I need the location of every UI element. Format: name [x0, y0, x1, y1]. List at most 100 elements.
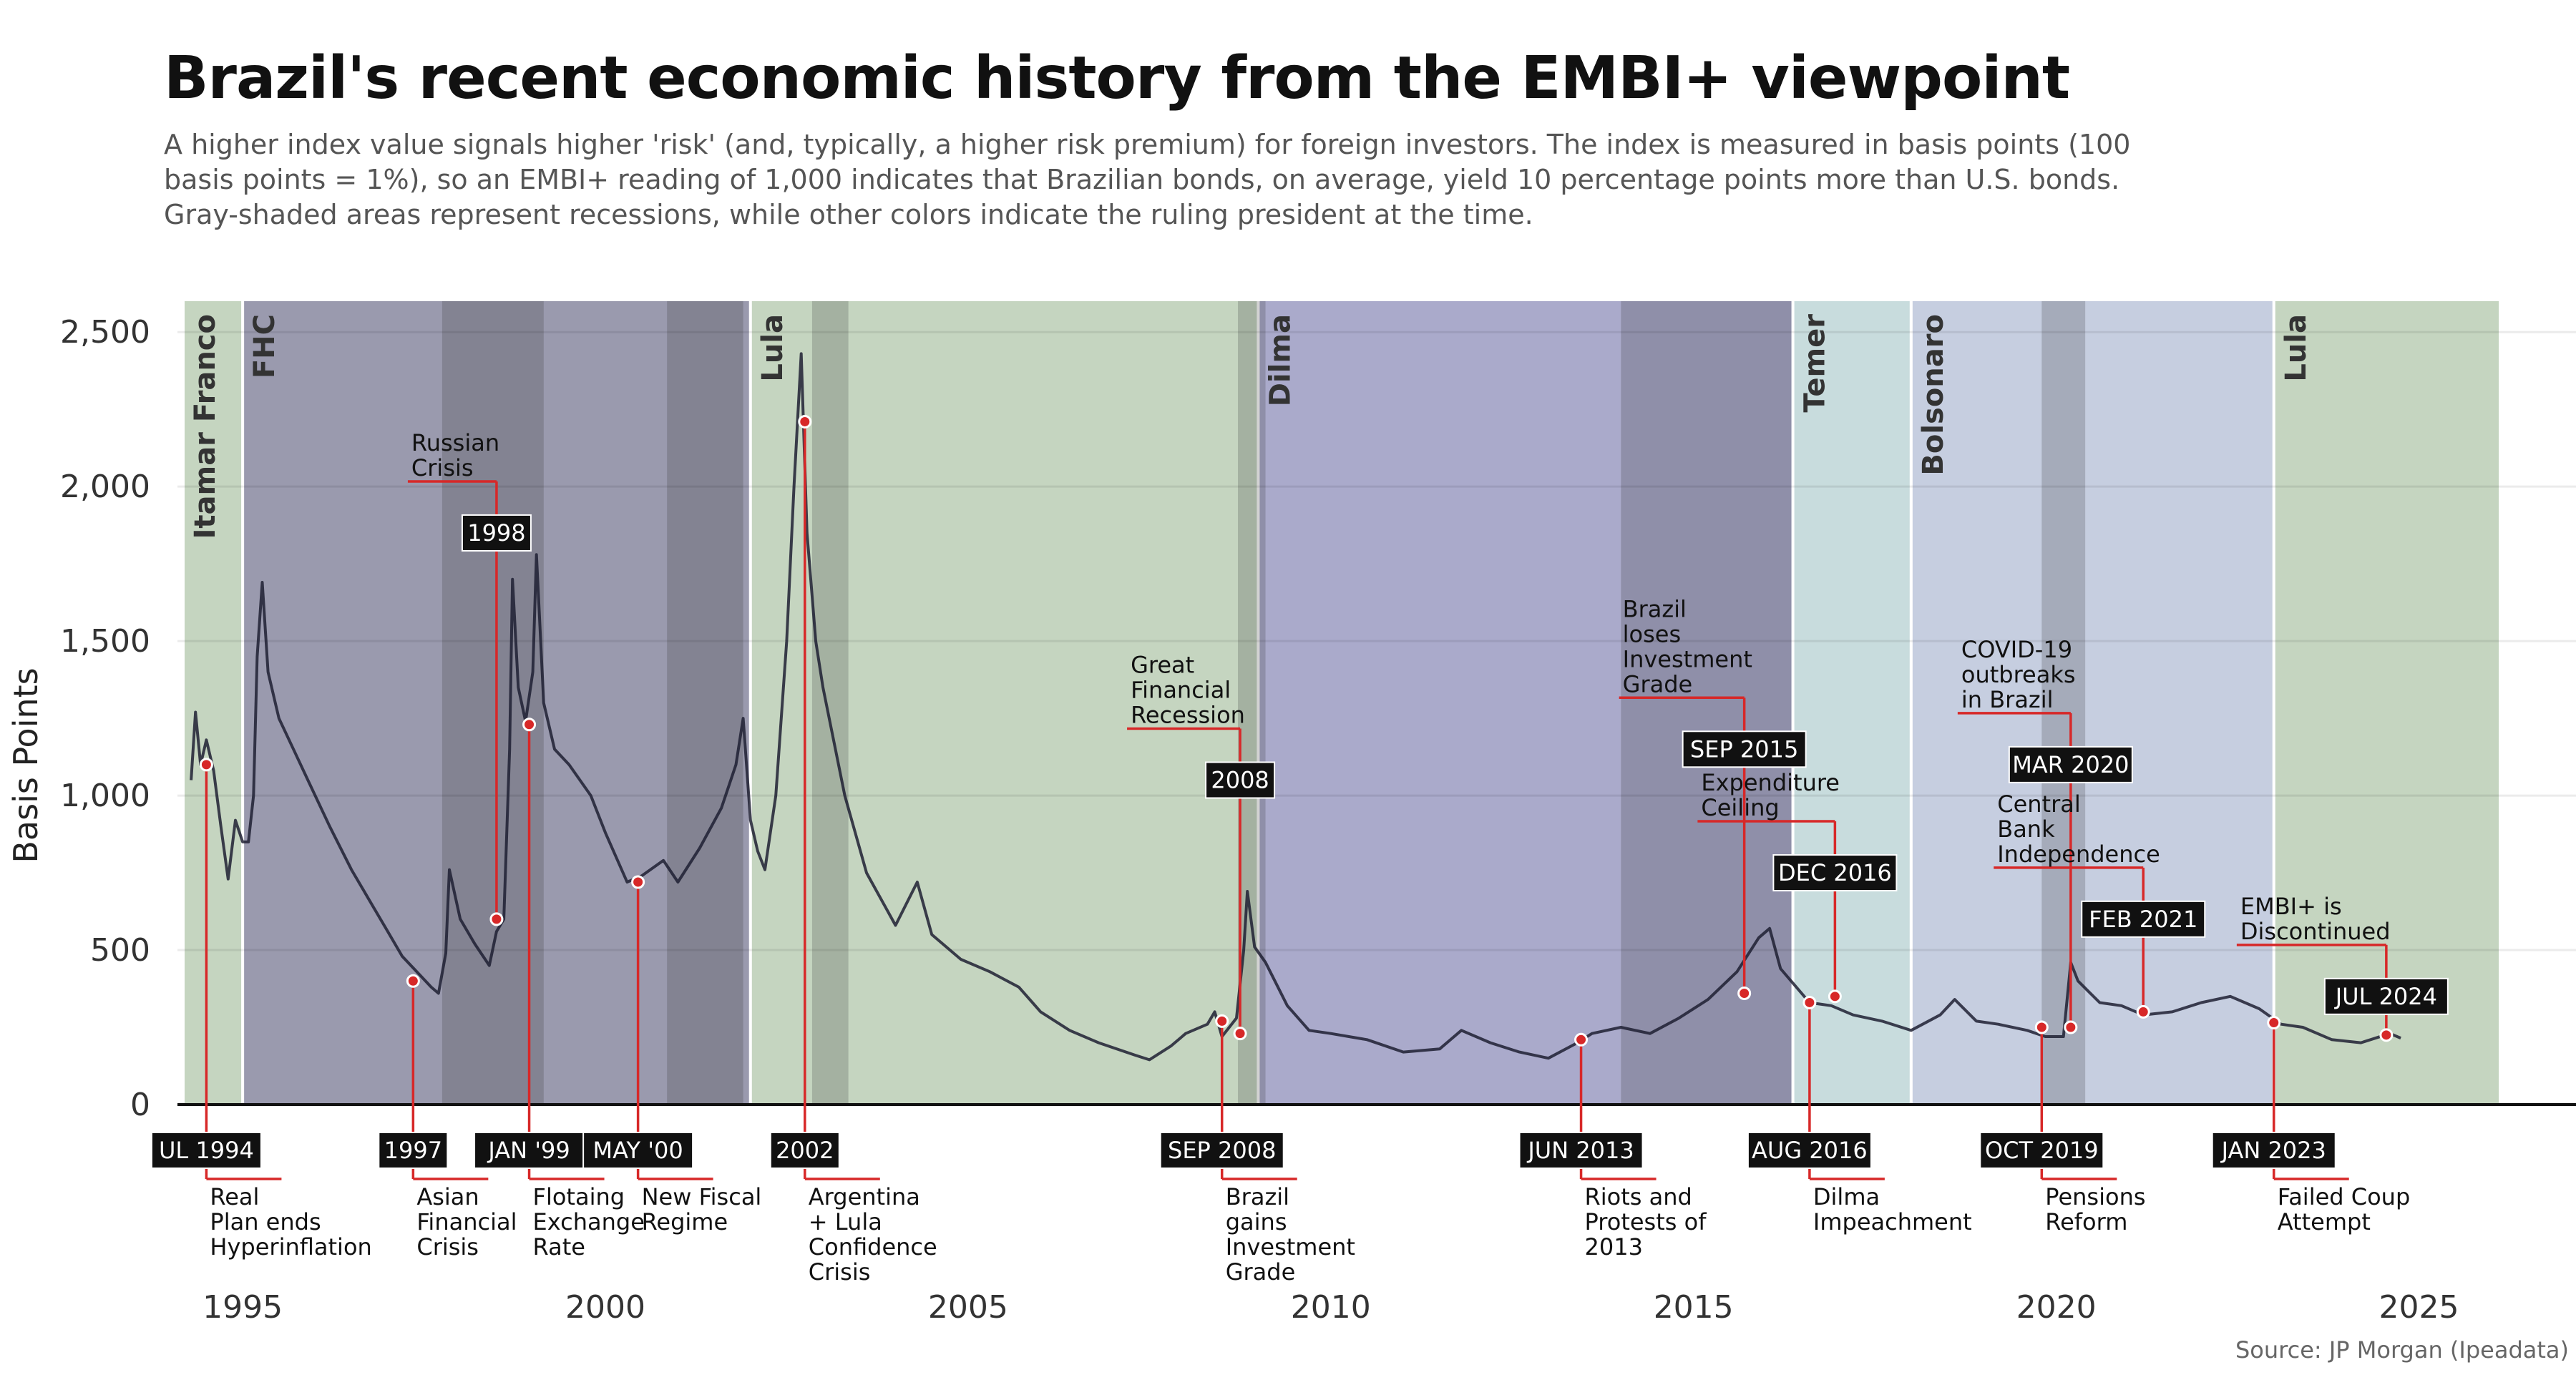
event-date-badge — [769, 1132, 840, 1169]
event-date: FEB 2021 — [2089, 906, 2197, 933]
event-point — [2034, 1020, 2049, 1034]
event-point — [199, 758, 213, 772]
president-region — [1912, 301, 2273, 1105]
event-date-badge — [1159, 1132, 1284, 1169]
president-region — [185, 301, 242, 1105]
chart-subtitle: A higher index value signals higher 'ris… — [164, 129, 2131, 230]
event-date: 1997 — [384, 1137, 442, 1164]
x-tick-label: 1995 — [203, 1289, 283, 1326]
event-label: Bank — [1997, 816, 2055, 843]
event-label: gains — [1226, 1208, 1287, 1235]
x-tick-label: 2025 — [2379, 1289, 2459, 1326]
event-label: Grade — [1226, 1258, 1296, 1286]
event-date: OCT 2019 — [1985, 1137, 2099, 1164]
event-label: Crisis — [411, 454, 474, 481]
event-date: JUN 2013 — [1526, 1137, 1634, 1164]
president-label: FHC — [248, 314, 281, 378]
event-label: Asian — [416, 1183, 479, 1210]
event-date: SEP 2008 — [1168, 1137, 1276, 1164]
x-tick-label: 2000 — [565, 1289, 645, 1326]
event-date-badge — [474, 1132, 585, 1169]
event-date: JAN 2023 — [2220, 1137, 2326, 1164]
event-date: UL 1994 — [159, 1137, 254, 1164]
event-point — [1574, 1032, 1589, 1047]
event-label: New Fiscal — [642, 1183, 762, 1210]
y-tick-label: 2,000 — [60, 469, 150, 505]
event-date-badge — [461, 514, 532, 552]
president-label: Bolsonaro — [1917, 314, 1950, 476]
event-date-badge — [1205, 761, 1276, 799]
recession-band — [441, 301, 544, 1105]
recession-band — [811, 301, 849, 1105]
event-point — [1233, 1027, 1247, 1041]
event-date-badge — [1979, 1132, 2104, 1169]
president-region — [751, 301, 1257, 1105]
x-tick-label: 2005 — [928, 1289, 1008, 1326]
event-date: AUG 2016 — [1752, 1137, 1868, 1164]
event-label: Central — [1997, 790, 2081, 818]
event-label: Expenditure — [1701, 769, 1840, 796]
event-label: COVID-19 — [1961, 636, 2072, 663]
event-label: Crisis — [416, 1233, 479, 1261]
event-label: Financial — [1131, 676, 1231, 703]
event-label: Plan ends — [210, 1208, 321, 1235]
recession-band — [1621, 301, 1792, 1105]
event-label: Confidence — [809, 1233, 937, 1261]
event-label: Hyperinflation — [210, 1233, 371, 1261]
event-point — [2379, 1028, 2394, 1042]
event-point — [631, 875, 645, 889]
event-date-badge — [2081, 900, 2206, 938]
recession-band — [667, 301, 743, 1105]
embi-line — [190, 352, 2401, 1062]
event-date: MAR 2020 — [2012, 751, 2129, 778]
event-date-badge — [1747, 1132, 1872, 1169]
event-point — [1215, 1014, 1229, 1028]
x-tick-label: 2020 — [2016, 1289, 2097, 1326]
event-date: 1998 — [467, 519, 525, 547]
recession-shading — [441, 301, 2086, 1105]
event-label: Reform — [2045, 1208, 2127, 1235]
event-point — [798, 414, 812, 429]
event-point — [406, 974, 420, 988]
source-note: Source: JP Morgan (Ipeadata) — [2235, 1336, 2569, 1364]
event-label: Protests of — [1585, 1208, 1707, 1235]
event-label: Riots and — [1585, 1183, 1692, 1210]
event-label: Flotaing — [533, 1183, 625, 1210]
recession-band — [2041, 301, 2086, 1105]
event-label: + Lula — [809, 1208, 882, 1235]
president-label: Lula — [756, 314, 789, 382]
event-point — [2064, 1020, 2078, 1034]
president-region — [1794, 301, 1910, 1105]
gridlines — [177, 331, 2576, 951]
axes: 0 500 1,000 1,500 2,000 2,500 1995 2000 2005 2010… — [60, 314, 2576, 1326]
event-label: Brazil — [1226, 1183, 1289, 1210]
event-label: Financial — [416, 1208, 517, 1235]
event-date: DEC 2016 — [1778, 859, 1892, 886]
event-date-badge — [2323, 977, 2449, 1015]
event-label: Failed Coup — [2278, 1183, 2411, 1210]
y-tick-label: 1,000 — [60, 778, 150, 814]
event-date-badge — [1682, 730, 1807, 768]
event-label: Russian — [411, 429, 499, 456]
event-label: Independence — [1997, 841, 2160, 868]
event-point — [2136, 1004, 2150, 1019]
president-label: Temer — [1799, 314, 1832, 413]
event-label: Regime — [642, 1208, 728, 1235]
y-tick-label: 0 — [130, 1087, 150, 1123]
event-label: Dilma — [1813, 1183, 1880, 1210]
x-tick-label: 2010 — [1291, 1289, 1371, 1326]
event-label: Great — [1131, 651, 1194, 678]
